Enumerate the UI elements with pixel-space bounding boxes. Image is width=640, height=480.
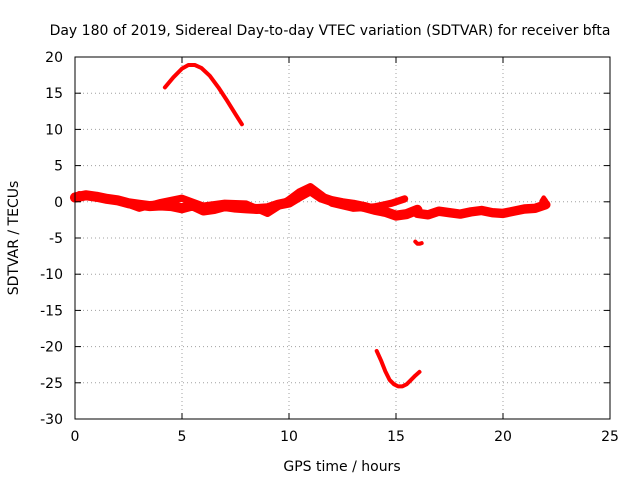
y-tick-label: 15 bbox=[45, 86, 63, 102]
y-tick-label: -15 bbox=[40, 303, 63, 319]
x-tick-label: 0 bbox=[71, 429, 80, 445]
y-tick-label: -10 bbox=[40, 267, 63, 283]
series-band-main-b bbox=[75, 183, 409, 217]
series-arc-high bbox=[162, 63, 244, 127]
y-tick-label: -30 bbox=[40, 412, 63, 428]
y-tick-label: 10 bbox=[45, 122, 63, 138]
data-series bbox=[69, 63, 551, 389]
chart-title: Day 180 of 2019, Sidereal Day-to-day VTE… bbox=[50, 23, 611, 39]
series-blob-small bbox=[413, 239, 424, 246]
x-tick-label: 20 bbox=[494, 429, 512, 445]
x-axis-label: GPS time / hours bbox=[283, 459, 400, 475]
y-tick-label: -25 bbox=[40, 376, 63, 392]
series-arc-low bbox=[374, 348, 422, 389]
y-tick-label: 0 bbox=[54, 195, 63, 211]
y-tick-label: 20 bbox=[45, 50, 63, 66]
x-tick-label: 5 bbox=[178, 429, 187, 445]
series-spike-end bbox=[539, 195, 551, 207]
y-tick-label: -5 bbox=[49, 231, 63, 247]
y-axis-label: SDTVAR / TECUs bbox=[6, 181, 22, 296]
y-tick-label: -20 bbox=[40, 340, 63, 356]
x-tick-label: 15 bbox=[387, 429, 405, 445]
grid-lines bbox=[75, 57, 610, 419]
series-band-late bbox=[412, 199, 551, 220]
y-tick-label: 5 bbox=[54, 159, 63, 175]
x-tick-label: 10 bbox=[280, 429, 298, 445]
x-tick-label: 25 bbox=[601, 429, 619, 445]
axes: 0 5 10 15 20 25 20 15 10 5 0 -5 -10 -15 -20 -25 -30 bbox=[40, 50, 619, 445]
